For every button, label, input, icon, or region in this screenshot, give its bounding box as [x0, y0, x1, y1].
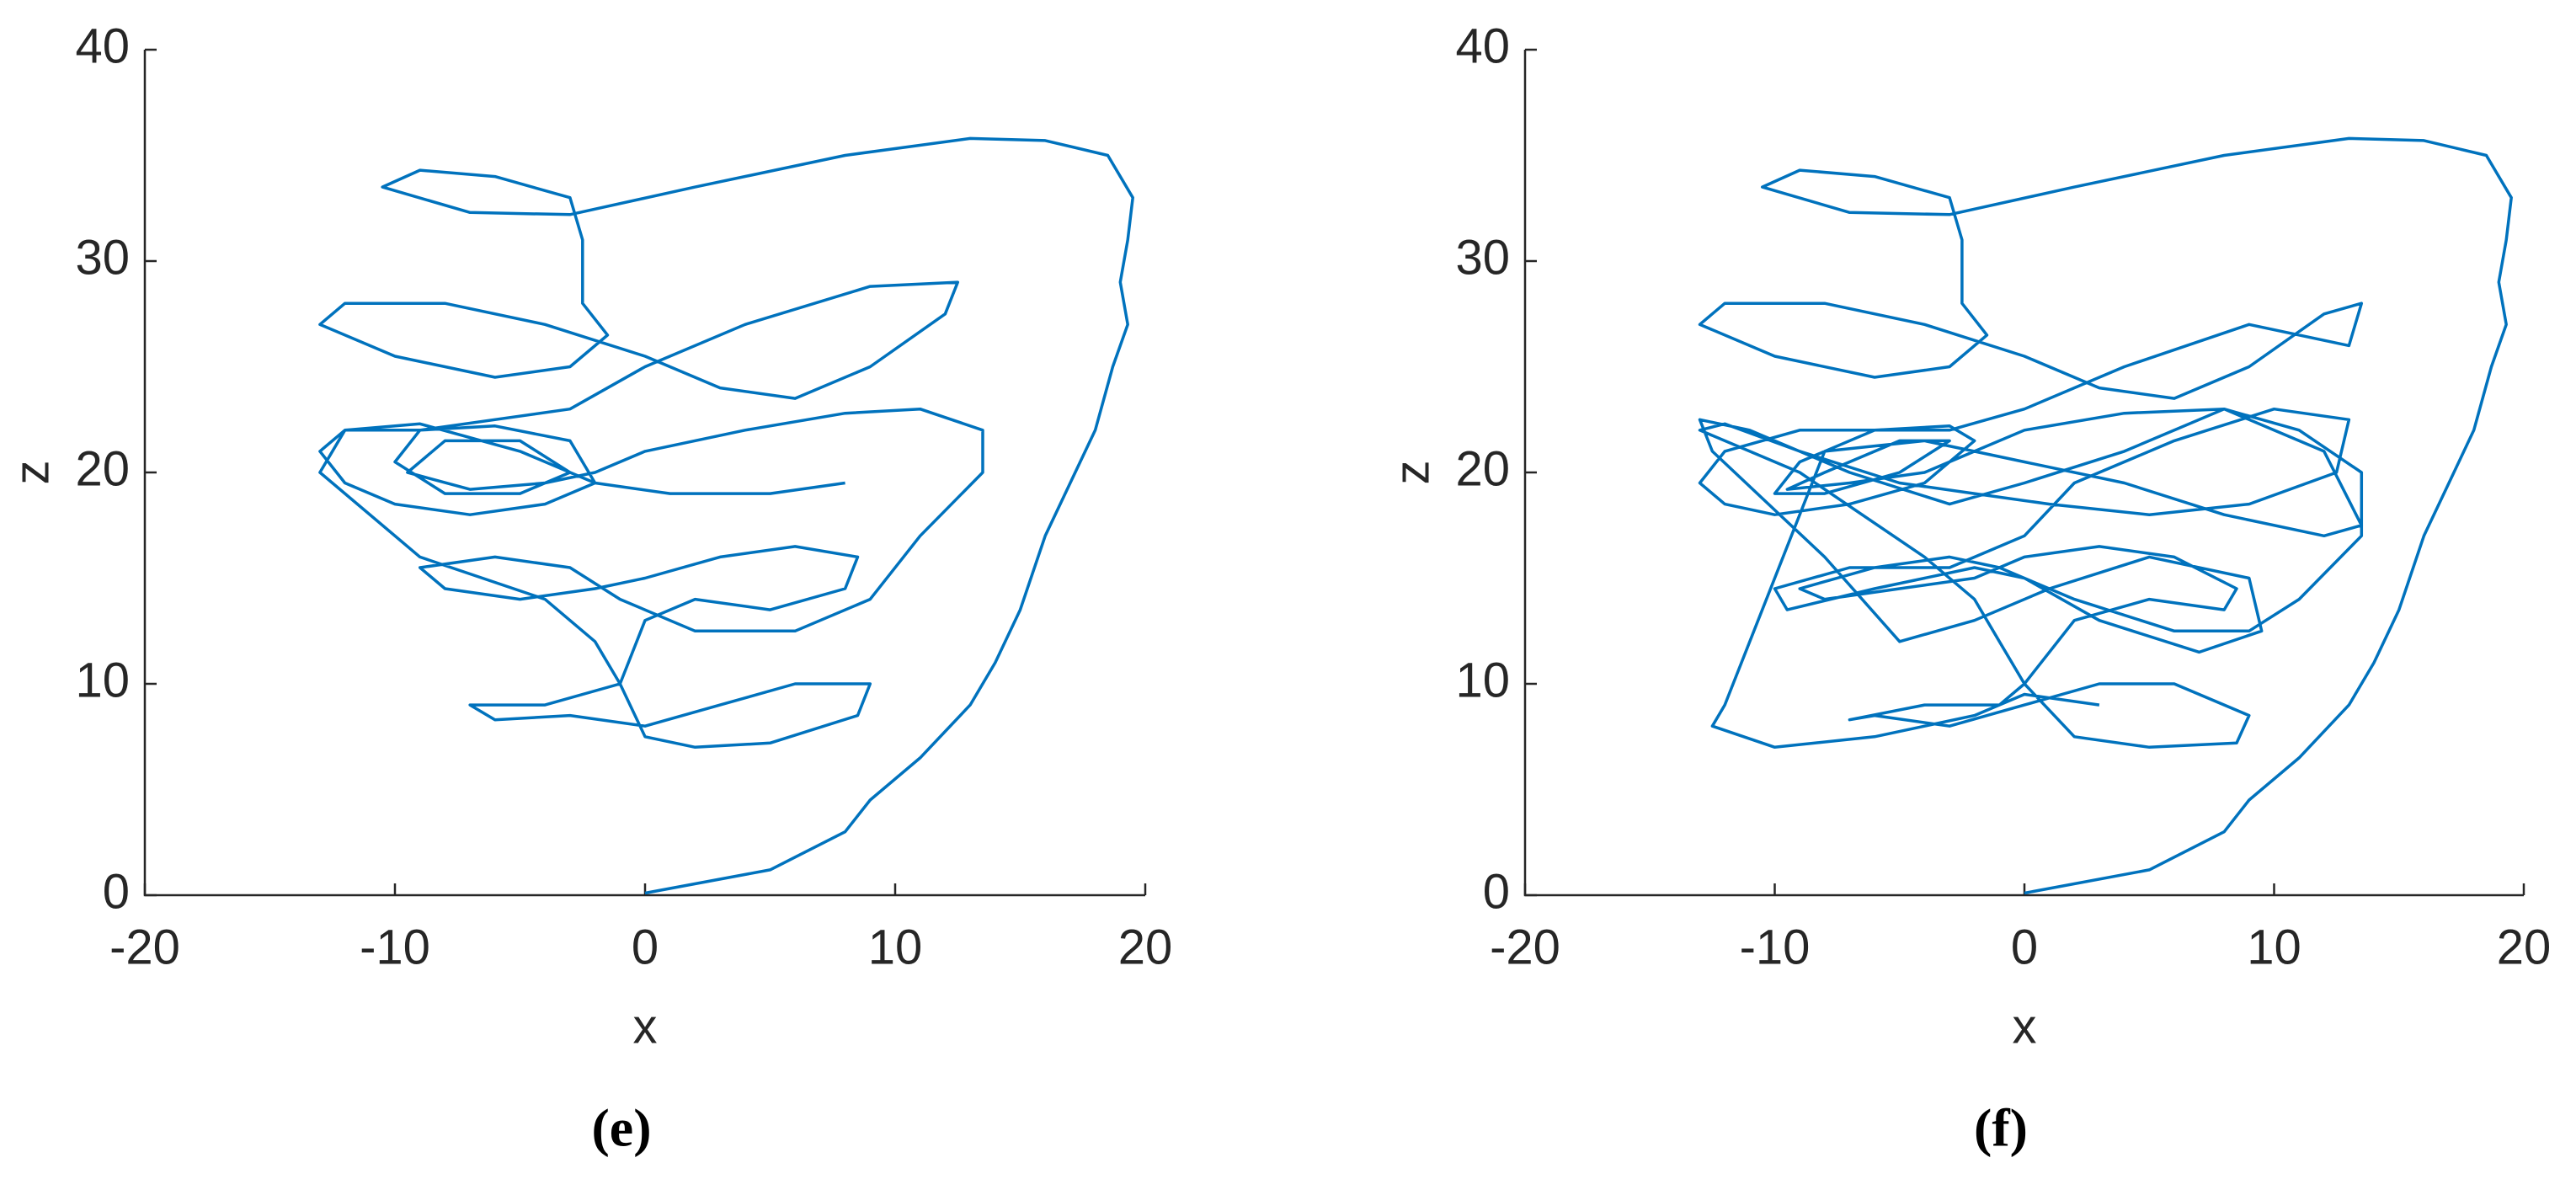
trajectory: [318, 136, 1134, 895]
x-tick-label: -20: [1490, 920, 1560, 974]
x-tick-label: 20: [2497, 920, 2552, 974]
x-tick-label: 0: [2011, 920, 2038, 974]
x-tick-label: -20: [109, 920, 180, 974]
y-tick-label: 20: [1455, 441, 1510, 496]
x-tick-label: 10: [2247, 920, 2301, 974]
y-tick-label: 40: [75, 19, 130, 73]
y-tick-label: 10: [75, 653, 130, 707]
y-tick-label: 30: [75, 230, 130, 285]
y-axis-label: z: [1384, 461, 1439, 485]
x-axis-label: x: [633, 999, 658, 1054]
y-tick-label: 0: [1483, 864, 1510, 919]
y-axis-label: z: [4, 461, 59, 485]
y-tick-label: 0: [103, 864, 130, 919]
x-tick-label: 20: [1118, 920, 1173, 974]
x-tick-label: -10: [360, 920, 430, 974]
y-tick-label: 40: [1455, 19, 1510, 73]
y-tick-label: 20: [75, 441, 130, 496]
x-tick-label: 10: [868, 920, 923, 974]
y-tick-label: 30: [1455, 230, 1510, 285]
x-axis-label: x: [2013, 999, 2037, 1054]
x-tick-label: 0: [632, 920, 659, 974]
x-tick-label: -10: [1740, 920, 1811, 974]
y-tick-label: 10: [1455, 653, 1510, 707]
axes: [1523, 50, 2524, 897]
axes: [143, 50, 1145, 897]
caption: (e): [591, 1098, 651, 1158]
caption: (f): [1974, 1098, 2028, 1158]
trajectory: [1698, 136, 2513, 895]
